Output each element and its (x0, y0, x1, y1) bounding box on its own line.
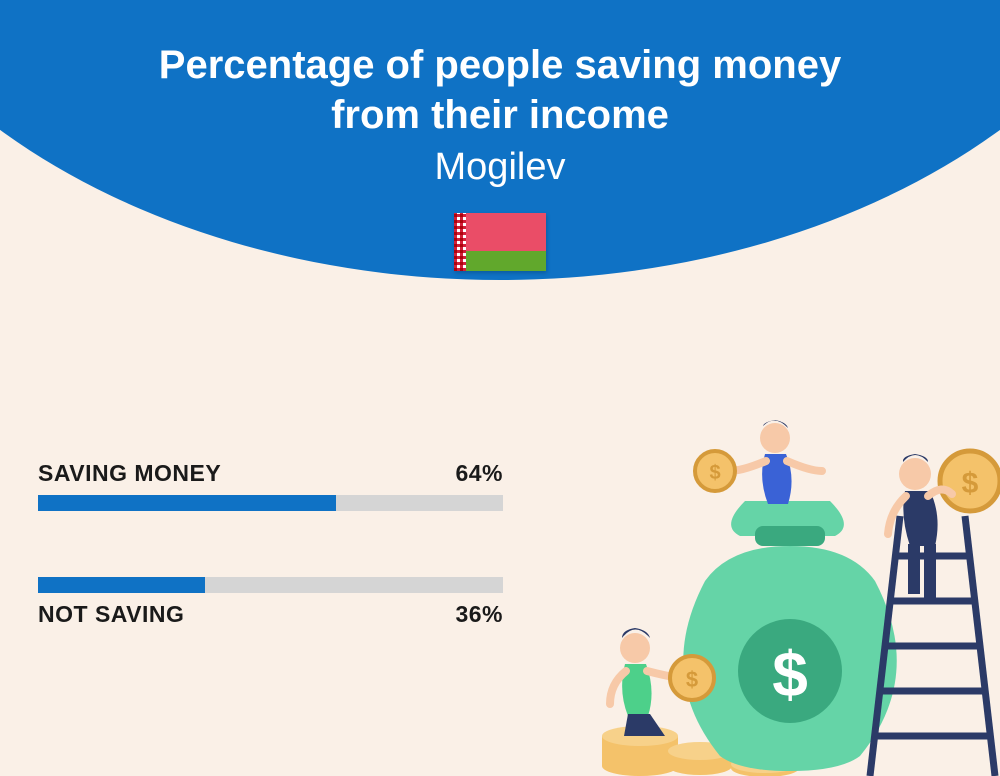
title-line2: from their income (0, 90, 1000, 140)
svg-text:$: $ (709, 462, 720, 484)
bar-track (38, 577, 503, 593)
flag-belarus (454, 213, 546, 271)
flag-ornament (454, 213, 466, 271)
bar-chart: SAVING MONEY 64% NOT SAVING 36% (38, 460, 503, 694)
header: Percentage of people saving money from t… (0, 0, 1000, 271)
svg-text:$: $ (686, 667, 698, 692)
subtitle: Mogilev (0, 146, 1000, 189)
money-bag-icon: $ (683, 501, 896, 771)
bar-not-saving: NOT SAVING 36% (38, 577, 503, 628)
person-ladder-icon: $ (888, 451, 1000, 599)
bar-label: SAVING MONEY (38, 460, 221, 487)
bar-fill (38, 577, 205, 593)
bar-label: NOT SAVING (38, 601, 184, 628)
flag-red-stripe (466, 213, 546, 251)
title-line1: Percentage of people saving money (0, 40, 1000, 90)
bar-fill (38, 495, 336, 511)
bar-label-row: SAVING MONEY 64% (38, 460, 503, 487)
svg-text:$: $ (772, 638, 808, 710)
bar-label-row: NOT SAVING 36% (38, 601, 503, 628)
bar-saving-money: SAVING MONEY 64% (38, 460, 503, 511)
bar-value: 36% (455, 601, 503, 628)
person-top-icon: $ (695, 420, 822, 504)
svg-text:$: $ (962, 467, 979, 500)
bar-track (38, 495, 503, 511)
bar-value: 64% (455, 460, 503, 487)
page-title: Percentage of people saving money from t… (0, 40, 1000, 140)
flag-green-stripe (466, 251, 546, 271)
savings-illustration: $ $ $ $ (570, 416, 1000, 776)
